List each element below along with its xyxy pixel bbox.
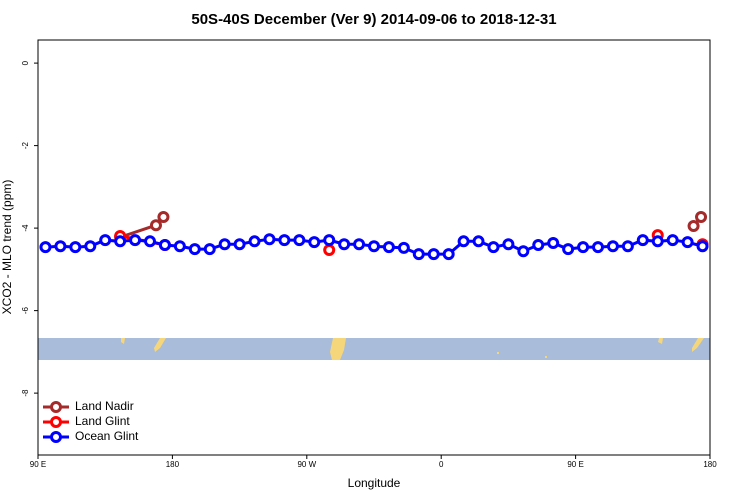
point — [368, 240, 380, 253]
point — [293, 234, 306, 247]
point — [129, 234, 142, 247]
point — [562, 243, 575, 256]
point — [487, 241, 500, 254]
point — [353, 238, 366, 251]
series-line — [119, 215, 703, 239]
point — [666, 234, 679, 247]
point — [382, 241, 395, 254]
point — [681, 236, 694, 249]
point — [149, 219, 162, 232]
plot-frame — [37, 39, 711, 456]
point — [114, 235, 127, 248]
point — [278, 234, 291, 247]
point — [144, 235, 156, 248]
point — [323, 234, 336, 247]
y-tick-label: -6 — [21, 307, 30, 315]
point — [54, 240, 67, 253]
y-tick-label: -2 — [21, 142, 30, 150]
point — [636, 234, 649, 247]
y-axis-label: XCO2 - MLO trend (ppm) — [0, 180, 14, 315]
x-tick-label: 180 — [703, 460, 717, 469]
point — [457, 235, 470, 248]
point — [547, 236, 560, 249]
point — [651, 235, 664, 248]
point — [577, 241, 590, 254]
x-tick-label: 0 — [439, 460, 444, 469]
x-tick-label: 90 E — [30, 460, 46, 469]
chart-title: 50S-40S December (Ver 9) 2014-09-06 to 2… — [191, 11, 556, 28]
map-strip — [38, 338, 710, 360]
point — [592, 241, 604, 254]
point — [687, 220, 700, 233]
point — [84, 240, 97, 253]
legend-marker — [50, 401, 62, 413]
point — [248, 235, 261, 248]
point — [621, 240, 634, 253]
legend-marker — [50, 431, 62, 443]
legend-label: Land Glint — [75, 414, 130, 428]
x-tick-label: 90 E — [567, 460, 583, 469]
y-tick-label: -4 — [21, 224, 30, 232]
legend-label: Ocean Glint — [75, 429, 139, 443]
point — [39, 241, 52, 254]
point — [233, 238, 246, 251]
point — [606, 240, 619, 253]
y-tick-label: -8 — [21, 389, 30, 397]
point — [203, 243, 216, 256]
point — [427, 248, 440, 261]
point — [188, 243, 201, 256]
legend-marker — [50, 416, 62, 428]
y-tick-label: 0 — [21, 60, 30, 65]
point — [397, 241, 410, 254]
point — [323, 243, 336, 256]
legend-label: Land Nadir — [75, 399, 134, 413]
point — [99, 234, 112, 247]
x-axis-label: Longitude — [348, 476, 401, 490]
point — [263, 233, 276, 246]
point — [157, 210, 170, 223]
point — [695, 210, 708, 223]
point — [696, 240, 709, 253]
point — [308, 236, 321, 249]
point — [158, 239, 171, 252]
x-tick-label: 90 W — [297, 460, 316, 469]
point — [338, 238, 351, 251]
point — [412, 248, 425, 261]
point — [69, 241, 82, 254]
x-tick-label: 180 — [166, 460, 180, 469]
point — [173, 240, 186, 253]
point — [218, 238, 231, 251]
point — [502, 238, 515, 251]
point — [517, 245, 530, 258]
point — [472, 235, 485, 248]
point — [532, 239, 545, 252]
point — [442, 248, 455, 261]
